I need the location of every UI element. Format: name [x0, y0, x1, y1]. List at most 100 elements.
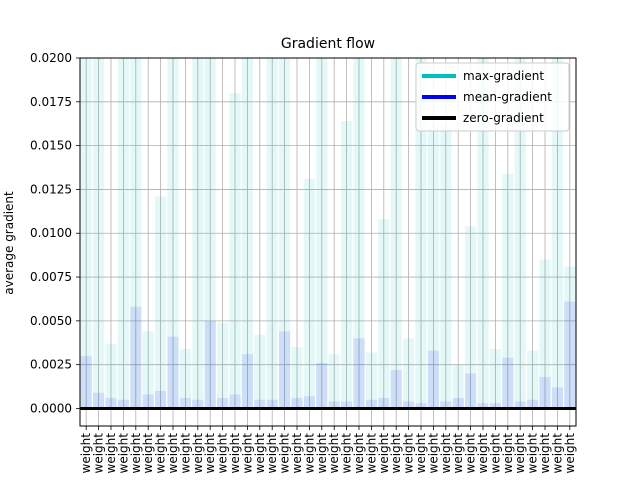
- x-tick-label: weight: [92, 433, 106, 474]
- max-gradient-bar: [303, 178, 315, 409]
- max-gradient-bar: [105, 343, 117, 409]
- mean-gradient-bar: [105, 397, 117, 409]
- legend-box: [415, 62, 570, 132]
- y-tick-label: 0.0125: [30, 182, 72, 196]
- x-tick-label: weight: [389, 433, 403, 474]
- max-gradient-bar: [465, 226, 477, 409]
- y-tick-label: 0.0150: [30, 139, 72, 153]
- x-tick-label: weight: [550, 433, 564, 474]
- y-tick-label: 0.0025: [30, 358, 72, 372]
- mean-gradient-bar: [117, 399, 129, 409]
- max-gradient-bar: [452, 364, 464, 409]
- x-tick-label: weight: [513, 433, 527, 474]
- x-tick-label: weight: [414, 433, 428, 474]
- max-gradient-bar: [130, 58, 142, 409]
- max-gradient-bar: [403, 338, 415, 409]
- x-tick-label: weight: [104, 433, 118, 474]
- x-tick-label: weight: [451, 433, 465, 474]
- y-tick-label: 0.0050: [30, 314, 72, 328]
- mean-gradient-bar: [167, 336, 179, 409]
- mean-gradient-bar: [527, 399, 539, 409]
- max-gradient-bar: [229, 93, 241, 409]
- x-tick-label: weight: [402, 433, 416, 474]
- max-gradient-bar: [316, 58, 328, 409]
- max-gradient-bar: [167, 58, 179, 409]
- x-tick-label: weight: [79, 433, 93, 474]
- x-tick-label: weight: [464, 433, 478, 474]
- mean-gradient-bar: [465, 373, 477, 409]
- max-gradient-bar: [427, 126, 439, 409]
- mean-gradient-bar: [241, 354, 253, 409]
- x-tick-label: weight: [315, 433, 329, 474]
- x-tick-label: weight: [439, 433, 453, 474]
- max-gradient-bar: [527, 350, 539, 409]
- x-tick-label: weight: [340, 433, 354, 474]
- x-tick-label: weight: [290, 433, 304, 474]
- max-gradient-bar: [341, 121, 353, 409]
- max-gradient-bar: [502, 173, 514, 409]
- mean-gradient-bar: [291, 397, 303, 409]
- y-tick-label: 0.0075: [30, 270, 72, 284]
- x-tick-label: weight: [166, 433, 180, 474]
- mean-gradient-bar: [142, 394, 154, 409]
- legend-label: zero-gradient: [463, 111, 544, 125]
- mean-gradient-bar: [179, 397, 191, 409]
- x-tick-label: weight: [116, 433, 130, 474]
- mean-gradient-bar: [266, 399, 278, 409]
- mean-gradient-bar: [130, 306, 142, 409]
- max-gradient-bar: [353, 58, 365, 409]
- max-gradient-bar: [117, 58, 129, 409]
- max-gradient-bar: [279, 58, 291, 409]
- max-gradient-bar: [390, 58, 402, 409]
- max-gradient-bar: [142, 331, 154, 409]
- y-axis-label: average gradient: [2, 191, 16, 295]
- mean-gradient-bar: [502, 357, 514, 409]
- x-tick-label: weight: [253, 433, 267, 474]
- max-gradient-bar: [365, 352, 377, 409]
- x-tick-label: weight: [154, 433, 168, 474]
- mean-gradient-bar: [254, 399, 266, 409]
- max-gradient-bar: [254, 334, 266, 409]
- mean-gradient-bar: [341, 401, 353, 409]
- plot-area: 0.0000 0.0025 0.0050 0.0075 0.0100 0.0125 0.01…: [30, 51, 577, 473]
- x-tick-label: weight: [265, 433, 279, 474]
- mean-gradient-bar: [539, 376, 551, 409]
- x-tick-label: weight: [240, 433, 254, 474]
- legend-label: mean-gradient: [463, 90, 552, 104]
- x-tick-label: weight: [327, 433, 341, 474]
- axes-frame: [79, 57, 577, 427]
- y-tick-label: 0.0175: [30, 95, 72, 109]
- max-gradient-bar: [514, 58, 526, 409]
- mean-gradient-bar: [192, 399, 204, 409]
- max-gradient-bar: [328, 354, 340, 409]
- x-tick-label: weight: [191, 433, 205, 474]
- mean-gradient-bar: [279, 331, 291, 409]
- x-tick-label: weight: [377, 433, 391, 474]
- y-tick-label: 0.0100: [30, 226, 72, 240]
- mean-gradient-bar: [390, 369, 402, 409]
- max-gradient-bar: [204, 58, 216, 409]
- mean-gradient-bar: [204, 320, 216, 409]
- max-gradient-bar: [241, 58, 253, 409]
- max-gradient-bar: [93, 58, 105, 409]
- mean-gradient-bar: [365, 399, 377, 409]
- x-tick-label: weight: [476, 433, 490, 474]
- x-tick-label: weight: [538, 433, 552, 474]
- mean-gradient-bar: [452, 397, 464, 409]
- max-gradient-bar: [378, 219, 390, 409]
- mean-gradient-bar: [427, 350, 439, 409]
- mean-gradient-bar: [93, 392, 105, 409]
- x-tick-label: weight: [178, 433, 192, 474]
- mean-gradient-bar: [353, 338, 365, 409]
- legend-label: max-gradient: [463, 69, 544, 83]
- x-tick-label: weight: [278, 433, 292, 474]
- chart-title: Gradient flow: [281, 36, 375, 52]
- mean-gradient-bar: [489, 403, 501, 409]
- max-gradient-bar: [179, 348, 191, 409]
- mean-gradient-bar: [303, 396, 315, 409]
- x-tick-label: weight: [501, 433, 515, 474]
- x-tick-label: weight: [488, 433, 502, 474]
- max-gradient-bar: [477, 58, 489, 409]
- mean-gradient-bar: [328, 401, 340, 409]
